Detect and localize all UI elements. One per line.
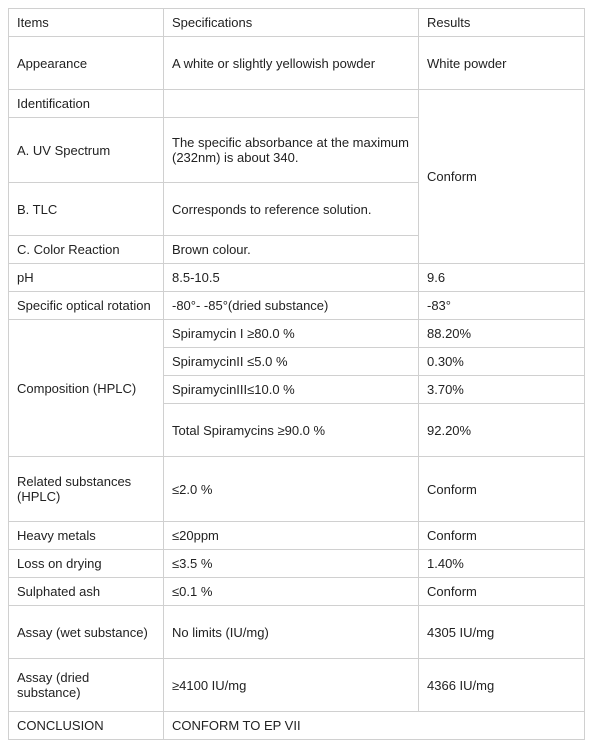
cell-comp-2-spec: SpiramycinII ≤5.0 % [164,348,419,376]
cell-lod-result: 1.40% [419,550,585,578]
cell-heavy-spec: ≤20ppm [164,522,419,550]
header-items: Items [9,9,164,37]
cell-related-spec: ≤2.0 % [164,457,419,522]
cell-comp-3-spec: SpiramycinIII≤10.0 % [164,376,419,404]
cell-related-label: Related substances (HPLC) [9,457,164,522]
cell-comp-4-spec: Total Spiramycins ≥90.0 % [164,404,419,457]
cell-assay-dried-spec: ≥4100 IU/mg [164,659,419,712]
cell-tlc-label: B. TLC [9,183,164,236]
cell-comp-4-result: 92.20% [419,404,585,457]
cell-lod-label: Loss on drying [9,550,164,578]
cell-sulphated-label: Sulphated ash [9,578,164,606]
cell-uv-spec: The specific absorbance at the maximum (… [164,118,419,183]
cell-identification-label: Identification [9,90,164,118]
row-appearance: Appearance A white or slightly yellowish… [9,37,585,90]
cell-color-label: C. Color Reaction [9,236,164,264]
row-related: Related substances (HPLC) ≤2.0 % Conform [9,457,585,522]
row-identification: Identification Conform [9,90,585,118]
row-comp-1: Composition (HPLC) Spiramycin I ≥80.0 % … [9,320,585,348]
cell-sor-result: -83° [419,292,585,320]
cell-sor-label: Specific optical rotation [9,292,164,320]
header-row: Items Specifications Results [9,9,585,37]
row-lod: Loss on drying ≤3.5 % 1.40% [9,550,585,578]
cell-comp-1-spec: Spiramycin I ≥80.0 % [164,320,419,348]
spec-table: Items Specifications Results Appearance … [8,8,585,740]
cell-sulphated-spec: ≤0.1 % [164,578,419,606]
cell-assay-wet-result: 4305 IU/mg [419,606,585,659]
cell-appearance-result: White powder [419,37,585,90]
cell-heavy-label: Heavy metals [9,522,164,550]
cell-appearance-label: Appearance [9,37,164,90]
cell-ph-result: 9.6 [419,264,585,292]
cell-lod-spec: ≤3.5 % [164,550,419,578]
cell-assay-wet-label: Assay (wet substance) [9,606,164,659]
cell-conclusion-label: CONCLUSION [9,712,164,740]
row-ph: pH 8.5-10.5 9.6 [9,264,585,292]
row-conclusion: CONCLUSION CONFORM TO EP VII [9,712,585,740]
cell-ph-spec: 8.5-10.5 [164,264,419,292]
cell-assay-wet-spec: No limits (IU/mg) [164,606,419,659]
cell-identification-spec [164,90,419,118]
cell-comp-3-result: 3.70% [419,376,585,404]
cell-related-result: Conform [419,457,585,522]
cell-identification-result: Conform [419,90,585,264]
header-spec: Specifications [164,9,419,37]
row-heavy: Heavy metals ≤20ppm Conform [9,522,585,550]
cell-assay-dried-label: Assay (dried substance) [9,659,164,712]
cell-heavy-result: Conform [419,522,585,550]
cell-ph-label: pH [9,264,164,292]
cell-color-spec: Brown colour. [164,236,419,264]
header-result: Results [419,9,585,37]
cell-comp-2-result: 0.30% [419,348,585,376]
cell-appearance-spec: A white or slightly yellowish powder [164,37,419,90]
cell-uv-label: A. UV Spectrum [9,118,164,183]
cell-sulphated-result: Conform [419,578,585,606]
cell-comp-1-result: 88.20% [419,320,585,348]
cell-tlc-spec: Corresponds to reference solution. [164,183,419,236]
row-assay-wet: Assay (wet substance) No limits (IU/mg) … [9,606,585,659]
cell-sor-spec: -80°- -85°(dried substance) [164,292,419,320]
cell-assay-dried-result: 4366 IU/mg [419,659,585,712]
row-assay-dried: Assay (dried substance) ≥4100 IU/mg 4366… [9,659,585,712]
cell-comp-label: Composition (HPLC) [9,320,164,457]
row-sulphated: Sulphated ash ≤0.1 % Conform [9,578,585,606]
cell-conclusion-value: CONFORM TO EP VII [164,712,585,740]
row-sor: Specific optical rotation -80°- -85°(dri… [9,292,585,320]
